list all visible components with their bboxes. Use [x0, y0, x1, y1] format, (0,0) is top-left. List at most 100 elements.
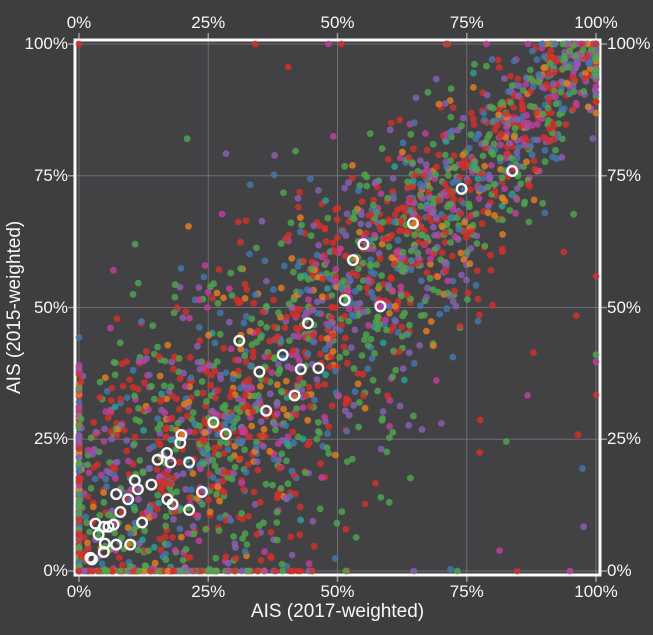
scatter-point [388, 254, 396, 262]
y-axis-right-tick-label: 50% [607, 297, 642, 317]
scatter-point [435, 196, 443, 204]
scatter-point [111, 371, 119, 379]
scatter-point [107, 408, 114, 415]
scatter-point [342, 334, 349, 342]
scatter-point [211, 339, 219, 347]
scatter-point [328, 402, 336, 410]
scatter-point [558, 154, 566, 161]
scatter-point [427, 255, 434, 263]
scatter-point [296, 357, 303, 364]
scatter-point [347, 276, 354, 284]
scatter-point [252, 291, 259, 299]
scatter-point [552, 100, 560, 108]
scatter-point [270, 323, 278, 331]
scatter-point [127, 530, 135, 537]
scatter-point [376, 255, 384, 263]
scatter-point [496, 547, 503, 554]
scatter-point [459, 114, 467, 122]
scatter-point [534, 120, 541, 128]
scatter-point [442, 229, 450, 236]
scatter-point [560, 52, 568, 60]
scatter-point [324, 285, 331, 292]
scatter-point [251, 392, 258, 400]
scatter-point [510, 133, 518, 141]
scatter-point [544, 71, 552, 79]
scatter-point [361, 500, 369, 508]
scatter-point [426, 274, 434, 282]
scatter-point [294, 194, 302, 202]
scatter-point [169, 567, 177, 575]
scatter-point [572, 312, 580, 319]
scatter-point [566, 567, 574, 575]
scatter-point [415, 254, 422, 262]
scatter-point [546, 60, 554, 67]
scatter-point [187, 486, 195, 494]
y-axis-left-tick-label: 75% [33, 165, 68, 185]
highlighted-point [357, 238, 370, 251]
scatter-point [392, 366, 400, 374]
scatter-point [433, 163, 440, 171]
x-axis-bottom-tick-label: 50% [320, 582, 355, 601]
scatter-point [200, 364, 207, 371]
scatter-point [278, 450, 286, 458]
highlighted-point [207, 416, 220, 429]
scatter-point [297, 214, 304, 222]
scatter-point [447, 85, 455, 92]
scatter-point [333, 519, 341, 527]
highlighted-point [276, 348, 289, 361]
x-axis-top-tick-label: 0% [66, 13, 92, 32]
highlighted-points [84, 164, 519, 566]
scatter-point [478, 170, 485, 177]
scatter-points [75, 40, 600, 575]
scatter-point [407, 196, 415, 204]
scatter-point [498, 130, 505, 138]
scatter-point [135, 405, 142, 412]
scatter-point [472, 281, 480, 289]
scatter-point [476, 449, 484, 456]
scatter-point [186, 494, 194, 501]
scatter-point [513, 185, 521, 192]
scatter-point [448, 252, 456, 260]
scatter-point [432, 75, 440, 83]
scatter-point [345, 305, 353, 313]
scatter-point [182, 383, 189, 390]
scatter-point [377, 190, 385, 198]
scatter-point [472, 210, 480, 218]
scatter-point [163, 424, 171, 432]
scatter-point [551, 40, 559, 48]
scatter-point [207, 381, 215, 389]
scatter-point [592, 109, 600, 117]
scatter-point [448, 189, 456, 197]
scatter-point [363, 284, 371, 291]
scatter-point [338, 321, 346, 329]
scatter-point [552, 58, 560, 65]
scatter-point [123, 437, 131, 444]
scatter-point [387, 274, 395, 281]
scatter-point [157, 397, 165, 405]
scatter-point [167, 436, 175, 444]
scatter-point [262, 376, 270, 384]
scatter-point [321, 224, 329, 232]
scatter-point [75, 371, 83, 378]
scatter-point [161, 533, 169, 541]
scatter-point [109, 463, 117, 471]
scatter-point [246, 567, 253, 575]
scatter-point [91, 475, 99, 483]
scatter-point [423, 269, 431, 276]
scatter-point [432, 171, 439, 178]
scatter-point [350, 401, 358, 409]
scatter-point [142, 562, 150, 570]
scatter-point [319, 275, 327, 283]
scatter-point [148, 382, 155, 390]
highlighted-point [166, 498, 179, 511]
highlighted-point [114, 506, 127, 519]
y-axis-left-tick-label: 100% [24, 34, 68, 53]
scatter-point [246, 327, 254, 335]
scatter-point [589, 135, 597, 142]
scatter-point [175, 355, 183, 362]
scatter-point [474, 131, 482, 139]
scatter-point [113, 315, 121, 323]
scatter-point [75, 384, 83, 392]
scatter-point [209, 407, 216, 415]
x-axis-bottom-tick-label: 25% [191, 582, 226, 601]
